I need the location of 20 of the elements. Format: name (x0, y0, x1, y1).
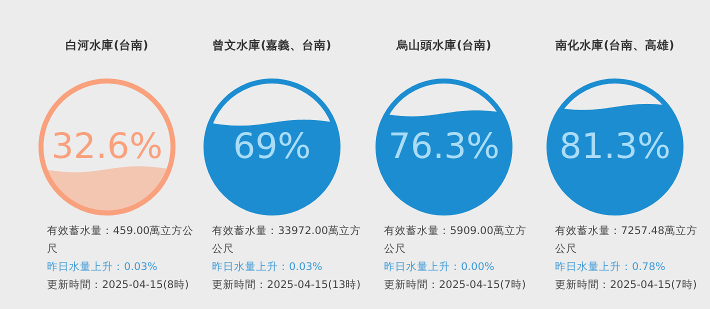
text: 有效蓄水量：5909.00萬立方公尺 (384, 224, 528, 257)
text: 有效蓄水量：459.00萬立方公尺 (47, 224, 195, 257)
text: 昨日水量上升：0.03% (47, 260, 158, 275)
data-label: 76.3% (387, 126, 501, 169)
text: 更新時間：2025-04-15(13時) (212, 278, 362, 293)
text: 昨日水量上升：0.00% (384, 260, 496, 275)
text: 更新時間：2025-04-15(7時) (555, 278, 698, 293)
text: 更新時間：2025-04-15(8時) (47, 278, 190, 293)
data-label: 81.3% (558, 126, 672, 169)
data-label: 69% (232, 126, 312, 169)
text: 昨日水量上升：0.03% (212, 260, 324, 275)
text: 烏山頭水庫(台南) (395, 38, 492, 53)
text: 更新時間：2025-04-15(7時) (384, 278, 527, 293)
text: 有效蓄水量：33972.00萬立方公尺 (212, 224, 362, 257)
text: 白河水庫(台南) (64, 38, 150, 53)
text: 南化水庫(台南、高雄) (554, 38, 676, 53)
data-label: 32.6% (50, 126, 164, 169)
text: 曾文水庫(嘉義、台南) (212, 38, 332, 53)
text: 昨日水量上升：0.78% (555, 260, 666, 275)
text: 有效蓄水量：7257.48萬立方公尺 (555, 224, 698, 257)
